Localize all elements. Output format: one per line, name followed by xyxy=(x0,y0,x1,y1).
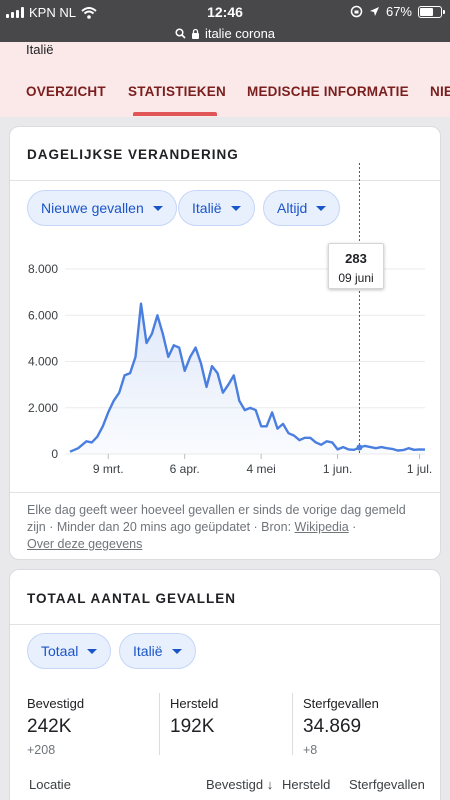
column-header-deaths[interactable]: Sterfgevallen xyxy=(349,777,425,792)
period-dropdown[interactable]: Altijd xyxy=(263,190,341,226)
chevron-down-icon xyxy=(230,205,241,211)
region-dropdown-label: Italië xyxy=(192,200,222,216)
status-left: KPN NL xyxy=(6,5,97,20)
period-dropdown-label: Altijd xyxy=(277,200,308,216)
carrier-label: KPN NL xyxy=(29,5,76,20)
stat-confirmed-delta: +208 xyxy=(27,743,56,757)
daily-cases-chart[interactable]: 0 2.000 4.000 6.000 8.000 9 mrt. 6 apr. 4 mei 1 … xyxy=(10,127,441,497)
total-metric-dropdown[interactable]: Totaal xyxy=(27,633,112,669)
total-region-dropdown[interactable]: Italië xyxy=(119,633,196,669)
stat-separator xyxy=(292,693,293,755)
series-line xyxy=(69,302,426,453)
about-data-link[interactable]: Over deze gegevens xyxy=(27,537,143,551)
y-tick-label: 6.000 xyxy=(28,308,58,322)
y-tick-label: 4.000 xyxy=(28,355,58,369)
x-tick-label: 1 jun. xyxy=(323,462,352,476)
stat-deaths: Sterfgevallen 34.869 +8 xyxy=(303,696,379,757)
total-region-label: Italië xyxy=(133,643,163,659)
stat-deaths-delta: +8 xyxy=(303,743,318,757)
x-tick-label: 1 jul. xyxy=(407,462,432,476)
data-footnote: Elke dag geeft weer hoeveel gevallen er … xyxy=(27,502,427,553)
tab-overzicht[interactable]: OVERZICHT xyxy=(26,84,106,99)
series-area xyxy=(70,303,425,454)
stat-confirmed-label: Bevestigd xyxy=(27,696,85,711)
stat-recovered-label: Hersteld xyxy=(170,696,219,711)
stat-deaths-value: 34.869 xyxy=(303,716,362,737)
active-tab-indicator xyxy=(133,112,217,116)
hover-point xyxy=(356,444,363,451)
column-header-location[interactable]: Locatie xyxy=(29,777,71,792)
daily-change-card: DAGELIJKSE VERANDERING Nieuwe gevallen I… xyxy=(9,126,441,560)
total-metric-label: Totaal xyxy=(41,643,79,659)
footnote-text: Elke dag geeft weer hoeveel gevallen er … xyxy=(27,503,406,534)
search-icon xyxy=(175,27,186,39)
tooltip-date: 09 juni xyxy=(338,271,374,285)
daily-change-title: DAGELIJKSE VERANDERING xyxy=(27,147,239,162)
signal-icon xyxy=(6,7,24,18)
x-tick-label: 9 mrt. xyxy=(93,462,124,476)
location-icon xyxy=(369,7,379,16)
battery-icon xyxy=(418,5,445,18)
chevron-down-icon xyxy=(316,205,327,211)
stat-deaths-label: Sterfgevallen xyxy=(303,696,379,711)
tooltip-value: 283 xyxy=(345,251,367,266)
source-link[interactable]: Wikipedia xyxy=(294,520,349,534)
chevron-down-icon xyxy=(87,648,98,654)
battery-fill xyxy=(420,7,433,16)
sort-down-arrow-icon: ↓ xyxy=(266,777,274,792)
card1-divider xyxy=(10,180,440,181)
url-bar[interactable]: italie corona xyxy=(0,24,450,42)
status-bar: KPN NL 12:46 67% xyxy=(0,0,450,24)
chevron-down-icon xyxy=(171,648,182,654)
stat-recovered: Hersteld 192K xyxy=(170,696,218,743)
card2-divider xyxy=(10,624,440,625)
metric-dropdown-label: Nieuwe gevallen xyxy=(41,200,144,216)
stat-confirmed: Bevestigd 242K +208 xyxy=(27,696,84,757)
topic-title: Italië xyxy=(26,42,54,57)
tab-medische-informatie[interactable]: MEDISCHE INFORMATIE xyxy=(247,84,409,99)
status-right: 67% xyxy=(350,4,445,19)
y-tick-label: 0 xyxy=(51,447,58,461)
stat-confirmed-value: 242K xyxy=(27,716,72,737)
battery-percent: 67% xyxy=(385,4,412,19)
stat-recovered-value: 192K xyxy=(170,716,215,737)
footnote-separator: · xyxy=(348,520,357,534)
total-cases-title: TOTAAL AANTAL GEVALLEN xyxy=(27,591,236,606)
tab-statistieken[interactable]: STATISTIEKEN xyxy=(128,84,226,99)
x-tick-label: 4 mei xyxy=(246,462,275,476)
x-tick-label: 6 apr. xyxy=(170,462,200,476)
topic-header: Italië OVERZICHT STATISTIEKEN MEDISCHE I… xyxy=(0,42,450,117)
metric-dropdown[interactable]: Nieuwe gevallen xyxy=(27,190,177,226)
card1-footer-divider xyxy=(10,492,440,493)
tab-nieuws[interactable]: NIE xyxy=(430,84,450,99)
rotation-lock-icon xyxy=(350,5,363,18)
stat-separator xyxy=(159,693,160,755)
tab-bar: OVERZICHT STATISTIEKEN MEDISCHE INFORMAT… xyxy=(0,76,450,117)
wifi-icon xyxy=(81,6,97,19)
column-header-confirmed-label: Bevestigd xyxy=(206,777,264,792)
region-dropdown[interactable]: Italië xyxy=(178,190,255,226)
chevron-down-icon xyxy=(152,205,163,211)
url-text: italie corona xyxy=(204,25,276,41)
clock: 12:46 xyxy=(207,4,243,20)
column-header-recovered[interactable]: Hersteld xyxy=(282,777,331,792)
lock-icon xyxy=(191,28,199,39)
y-tick-label: 2.000 xyxy=(28,401,58,415)
total-cases-card: TOTAAL AANTAL GEVALLEN Totaal Italië Bev… xyxy=(9,569,441,800)
y-tick-label: 8.000 xyxy=(28,262,58,276)
chart-tooltip: 283 09 juni xyxy=(328,243,384,289)
column-header-confirmed[interactable]: Bevestigd ↓ xyxy=(206,777,273,792)
